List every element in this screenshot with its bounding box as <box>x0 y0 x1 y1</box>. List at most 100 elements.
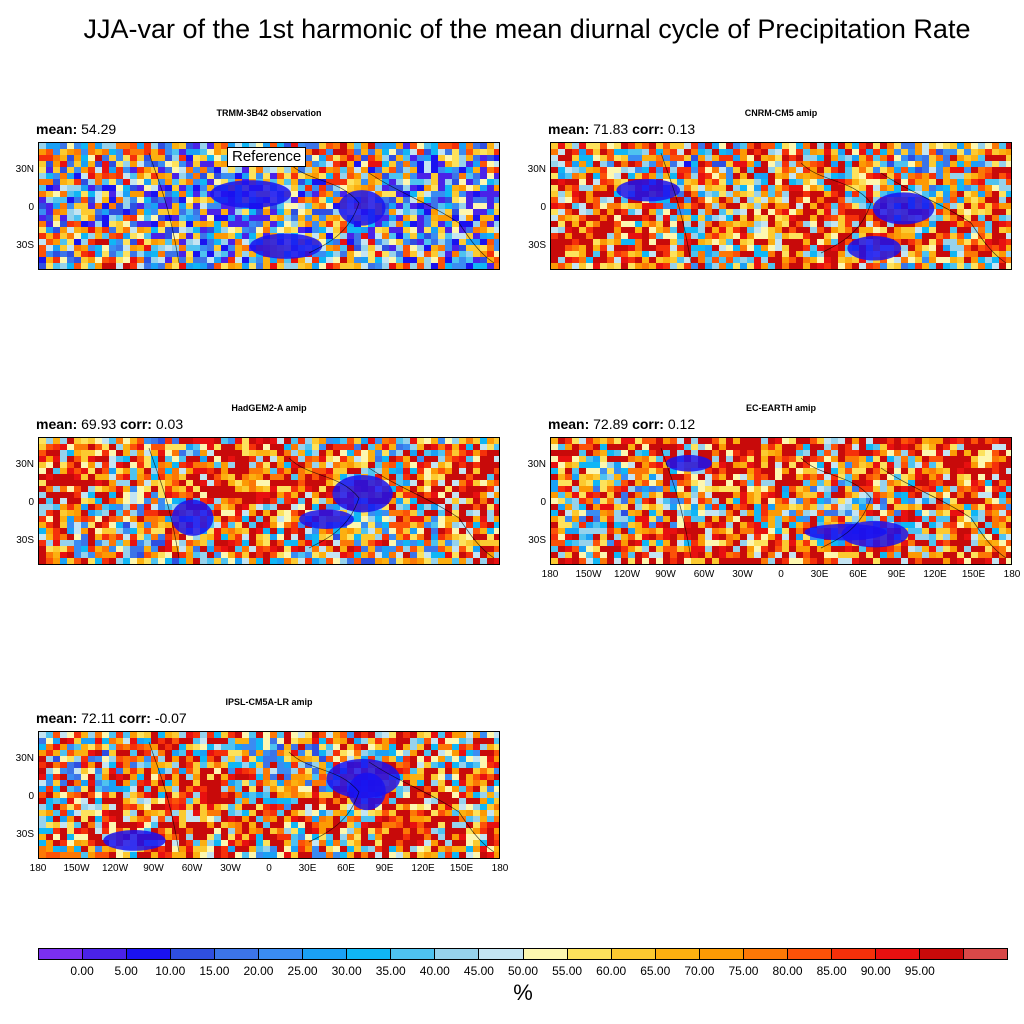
colorbar-swatch <box>435 949 480 959</box>
map-panel: CNRM-CM5 amip mean: 71.83 corr: 0.13 30N 0 3… <box>528 108 1012 282</box>
colorbar-swatch <box>215 949 260 959</box>
map-panel: TRMM-3B42 observation mean: 54.29 Referenc… <box>16 108 500 282</box>
lat-label: 30S <box>16 240 34 251</box>
mean-value: 71.83 <box>593 121 629 137</box>
lat-label: 30S <box>16 535 34 546</box>
lon-label: 30W <box>220 863 241 874</box>
mean-value: 69.93 <box>81 416 117 432</box>
colorbar-label: 40.00 <box>419 964 450 978</box>
colorbar-swatch <box>831 949 876 959</box>
colorbar-label: 90.00 <box>860 964 891 978</box>
mean-key: mean: <box>36 121 78 137</box>
colorbar-swatch <box>127 949 172 959</box>
colorbar-swatch <box>83 949 128 959</box>
colorbar-swatch <box>963 949 1008 959</box>
colorbar-label: 75.00 <box>728 964 759 978</box>
lon-label: 150W <box>575 569 602 580</box>
lat-label: 30S <box>528 535 546 546</box>
colorbar-label: 65.00 <box>640 964 671 978</box>
colorbar-swatch <box>919 949 964 959</box>
colorbar-labels: 0.00 5.00 10.00 15.00 20.00 25.00 30.00 35.00 40… <box>38 964 1008 980</box>
lon-label: 0 <box>266 863 272 874</box>
colorbar-swatch <box>523 949 568 959</box>
colorbar-swatch <box>171 949 216 959</box>
lon-label: 60W <box>181 863 203 874</box>
corr-key: corr: <box>120 416 152 432</box>
colorbar-swatch <box>875 949 920 959</box>
colorbar-label: 45.00 <box>463 964 494 978</box>
lat-label: 0 <box>540 202 546 213</box>
lat-label: 30N <box>15 753 34 764</box>
corr-key: corr: <box>119 710 151 726</box>
lat-label: 30N <box>527 459 546 470</box>
colorbar-label: 20.00 <box>243 964 274 978</box>
lon-label: 150E <box>961 569 986 580</box>
lon-label: 120E <box>411 863 435 874</box>
lat-label: 30S <box>528 240 546 251</box>
lon-label: 90W <box>655 569 676 580</box>
colorbar-label: 50.00 <box>507 964 539 978</box>
mean-value: 54.29 <box>81 121 117 137</box>
colorbar-label: 5.00 <box>114 964 138 978</box>
mean-key: mean: <box>36 416 78 432</box>
panel-title: TRMM-3B42 observation <box>216 108 322 118</box>
colorbar-swatch <box>259 949 304 959</box>
panel-stats: mean: 69.93 corr: 0.03 <box>36 416 183 432</box>
panel-title: CNRM-CM5 amip <box>744 108 818 118</box>
lat-label: 0 <box>28 202 34 213</box>
panel-stats: mean: 72.89 corr: 0.12 <box>548 416 695 432</box>
colorbar-swatch <box>303 949 348 959</box>
lon-label: 60W <box>693 569 715 580</box>
lon-label: 120W <box>613 569 641 580</box>
map-field <box>38 437 500 565</box>
colorbar-label: 10.00 <box>155 964 186 978</box>
map-field <box>550 142 1012 270</box>
lon-label: 120W <box>101 863 129 874</box>
colorbar-label: 70.00 <box>684 964 715 978</box>
lon-label: 30E <box>810 569 829 580</box>
lon-label: 150W <box>63 863 90 874</box>
panel-stats: mean: 72.11 corr: -0.07 <box>36 710 187 726</box>
lon-label: 180 <box>491 863 509 874</box>
lon-label: 90E <box>375 863 394 874</box>
lon-label: 180 <box>1003 569 1021 580</box>
lat-label: 0 <box>28 497 34 508</box>
lon-label: 30W <box>732 569 753 580</box>
corr-value: 0.03 <box>155 416 184 432</box>
map-panel: HadGEM2-A amip mean: 69.93 corr: 0.03 30N 0… <box>16 403 500 577</box>
corr-value: 0.13 <box>667 121 696 137</box>
mean-value: 72.89 <box>593 416 629 432</box>
colorbar-label: 0.00 <box>70 964 94 978</box>
colorbar-label: 25.00 <box>287 964 318 978</box>
panel-title: IPSL-CM5A-LR amip <box>225 697 313 707</box>
mean-key: mean: <box>548 121 590 137</box>
lon-label: 60E <box>337 863 355 874</box>
panel-title: HadGEM2-A amip <box>231 403 307 413</box>
map-field: Reference <box>38 142 500 270</box>
corr-value: -0.07 <box>154 710 187 726</box>
panel-stats: mean: 54.29 <box>36 121 116 137</box>
colorbar-label: 60.00 <box>596 964 627 978</box>
corr-key: corr: <box>632 416 664 432</box>
colorbar-swatch <box>611 949 656 959</box>
map-panel: IPSL-CM5A-LR amip mean: 72.11 corr: -0.07… <box>16 697 509 874</box>
colorbar-label: 30.00 <box>331 964 362 978</box>
lon-label: 90E <box>887 569 906 580</box>
corr-key: corr: <box>632 121 664 137</box>
colorbar-swatch <box>655 949 700 959</box>
mean-key: mean: <box>548 416 590 432</box>
colorbar-label: 35.00 <box>375 964 406 978</box>
lat-label: 30N <box>15 164 34 175</box>
colorbar-label: 80.00 <box>772 964 803 978</box>
map-field <box>38 731 500 859</box>
lat-label: 30N <box>15 459 34 470</box>
lon-label: 180 <box>29 863 47 874</box>
colorbar-swatch <box>347 949 392 959</box>
corr-value: 0.12 <box>667 416 696 432</box>
lon-label: 90W <box>143 863 164 874</box>
lon-label: 30E <box>298 863 317 874</box>
map-panel: EC-EARTH amip mean: 72.89 corr: 0.12 30N 0 3… <box>528 403 1021 580</box>
colorbar-swatch <box>567 949 612 959</box>
units-label: % <box>513 980 533 1005</box>
colorbar-swatch <box>743 949 788 959</box>
